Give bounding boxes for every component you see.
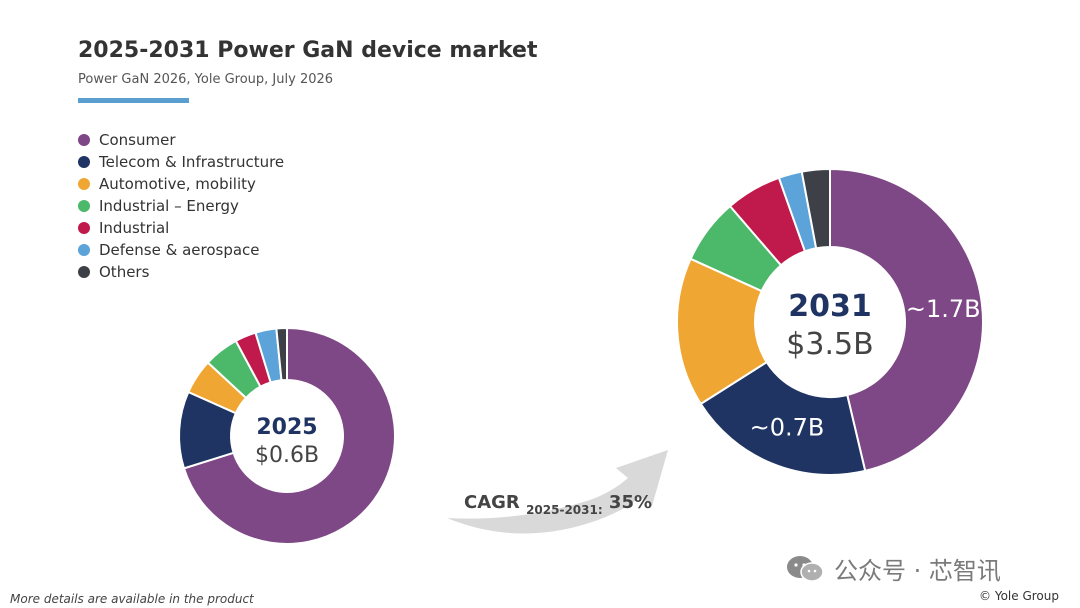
cagr-arrow-icon <box>447 450 668 534</box>
legend-label: Automotive, mobility <box>99 175 256 193</box>
legend-item: Defense & aerospace <box>78 239 284 261</box>
legend-item: Industrial – Energy <box>78 195 284 217</box>
cagr-value: 35% <box>609 492 652 513</box>
donut-year-label: 2025 <box>256 415 317 440</box>
watermark-text: 公众号 · 芯智讯 <box>834 557 1001 585</box>
donut-2031: ~1.7B ~0.7B 2031$3.5B <box>676 167 984 476</box>
legend-swatch <box>78 156 90 168</box>
slice-value-label: ~1.7B <box>906 295 981 323</box>
legend-swatch <box>78 266 90 278</box>
cagr-text: CAGR <box>464 492 520 513</box>
legend-swatch <box>78 178 90 190</box>
cagr-label: CAGR 2025-2031: 35% <box>464 492 652 519</box>
slice-2025-0 <box>182 326 396 545</box>
legend-label: Industrial – Energy <box>99 197 239 215</box>
chart-subtitle: Power GaN 2026, Yole Group, July 2026 <box>78 72 334 87</box>
slice-2031-6 <box>800 167 831 250</box>
slice-2025-6 <box>275 326 288 382</box>
legend-label: Telecom & Infrastructure <box>99 153 285 171</box>
slice-2031-1 <box>699 360 867 476</box>
legend-swatch <box>78 134 90 146</box>
legend-label: Defense & aerospace <box>99 241 260 259</box>
slice-2031-0 <box>829 167 984 473</box>
cagr-period: 2025-2031: <box>526 503 603 517</box>
slice-value-label: ~0.7B <box>750 414 825 442</box>
donut-total-label: $0.6B <box>255 443 319 468</box>
donut-year-label: 2031 <box>788 289 872 324</box>
chart-title: 2025-2031 Power GaN device market <box>78 38 538 63</box>
legend-item: Industrial <box>78 217 284 239</box>
legend-item: Consumer <box>78 129 284 151</box>
legend-item: Telecom & Infrastructure <box>78 151 284 173</box>
footnote: More details are available in the produc… <box>10 592 254 606</box>
donut-2025: 2025 $0.6B <box>178 326 396 545</box>
donut-total-label: $3.5B <box>786 327 873 362</box>
legend-label: Others <box>99 263 150 281</box>
copyright: © Yole Group <box>979 589 1059 603</box>
watermark: 公众号 · 芯智讯 <box>786 551 1001 586</box>
legend-swatch <box>78 222 90 234</box>
title-underline <box>78 98 189 103</box>
legend-swatch <box>78 200 90 212</box>
legend-item: Automotive, mobility <box>78 173 284 195</box>
legend-label: Industrial <box>99 219 170 237</box>
legend-label: Consumer <box>99 131 176 149</box>
legend: Consumer Telecom & Infrastructure Automo… <box>78 129 284 283</box>
legend-item: Others <box>78 261 284 283</box>
wechat-icon <box>787 555 824 582</box>
legend-swatch <box>78 244 90 256</box>
